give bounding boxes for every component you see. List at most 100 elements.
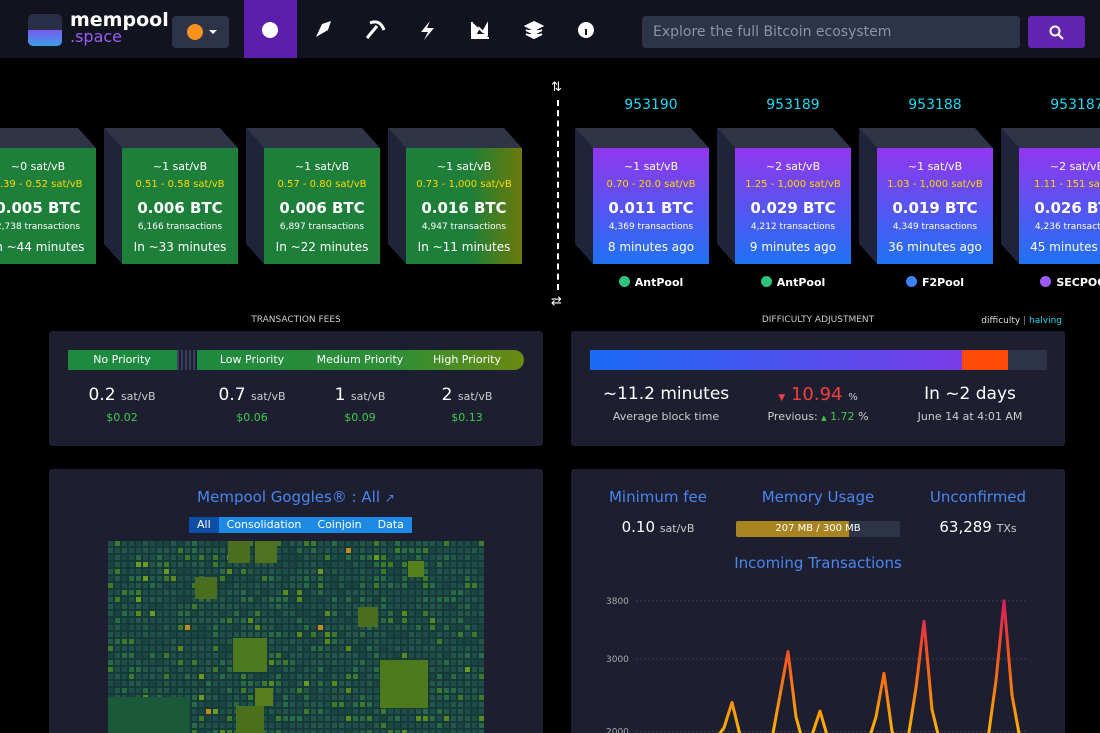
tx-cell — [318, 702, 323, 707]
block-height[interactable]: 953189 — [766, 97, 820, 113]
swap-arrow-top[interactable]: ⇅ — [551, 80, 562, 95]
tx-cell — [290, 555, 295, 560]
tx-cell — [325, 653, 330, 658]
tx-cell — [234, 618, 239, 623]
tx-block — [358, 607, 378, 627]
tx-cell — [395, 730, 400, 733]
tx-cell — [192, 618, 197, 623]
block[interactable]: ~2 sat/vB 1.11 - 151 sat/vB 0.026 BTC 4,236… — [1001, 128, 1100, 264]
tx-cell — [227, 646, 232, 651]
goggles-tab[interactable]: Consolidation — [218, 517, 310, 533]
block[interactable]: ~1 sat/vB 1.03 - 1,000 sat/vB 0.019 BTC 4,3… — [859, 128, 993, 264]
mining-icon[interactable] — [365, 20, 386, 39]
search-button[interactable] — [1028, 16, 1085, 48]
tx-cell — [311, 688, 316, 693]
tx-cell — [318, 590, 323, 595]
tx-cell — [458, 723, 463, 728]
tx-cell — [297, 625, 302, 630]
tx-cell — [241, 688, 246, 693]
layers-icon[interactable] — [523, 20, 545, 40]
min-fee: 0.10 sat/vB — [578, 518, 738, 536]
swap-arrow-bottom[interactable]: ⇄ — [551, 294, 562, 309]
tx-cell — [269, 674, 274, 679]
goggles-tabs: All Consolidation Coinjoin Data — [189, 517, 412, 533]
tx-cell — [395, 576, 400, 581]
tx-cell — [374, 562, 379, 567]
block[interactable]: ~1 sat/vB 0.51 - 0.58 sat/vB 0.006 BTC 6,16… — [104, 128, 238, 264]
tx-cell — [339, 541, 344, 546]
block[interactable]: ~1 sat/vB 0.73 - 1,000 sat/vB 0.016 BTC 4,9… — [388, 128, 522, 264]
goggles-title[interactable]: Mempool Goggles® : All ↗ — [49, 488, 543, 506]
pool[interactable]: AntPool — [735, 276, 851, 289]
tx-cell — [304, 541, 309, 546]
tx-cell — [458, 576, 463, 581]
tx-cell — [164, 639, 169, 644]
tx-cell — [150, 569, 155, 574]
tx-cell — [353, 674, 358, 679]
network-selector[interactable] — [172, 16, 229, 48]
block[interactable]: ~0 sat/vB 0.39 - 0.52 sat/vB 0.005 BTC 2,73… — [0, 128, 96, 264]
pool[interactable]: F2Pool — [877, 276, 993, 289]
tx-cell — [332, 569, 337, 574]
difficulty-link[interactable]: difficulty — [981, 316, 1021, 326]
graphs-icon[interactable] — [471, 21, 489, 39]
goggles-tab[interactable]: Data — [369, 517, 412, 533]
tx-cell — [297, 639, 302, 644]
dashboard-icon[interactable] — [262, 22, 278, 38]
lightning-icon[interactable] — [421, 21, 434, 40]
tx-cell — [290, 702, 295, 707]
block-face: ~1 sat/vB 1.03 - 1,000 sat/vB 0.019 BTC 4,3… — [877, 148, 993, 264]
tx-cell — [297, 660, 302, 665]
tx-cell — [269, 709, 274, 714]
block[interactable]: ~1 sat/vB 0.57 - 0.80 sat/vB 0.006 BTC 6,89… — [246, 128, 380, 264]
tx-cell — [367, 709, 372, 714]
tx-cell — [451, 576, 456, 581]
rocket-icon[interactable] — [316, 21, 331, 37]
block-fee: ~1 sat/vB — [152, 160, 208, 173]
tx-cell — [276, 646, 281, 651]
tx-cell — [206, 730, 211, 733]
goggles-tab[interactable]: All — [189, 517, 219, 533]
tx-cell — [367, 548, 372, 553]
tx-cell — [374, 716, 379, 721]
tx-cell — [290, 730, 295, 733]
tx-cell — [297, 695, 302, 700]
tx-cell — [332, 590, 337, 595]
tx-cell — [325, 625, 330, 630]
tx-cell — [304, 730, 309, 733]
tx-cell — [465, 569, 470, 574]
goggles-tab[interactable]: Coinjoin — [309, 517, 370, 533]
tx-cell — [192, 667, 197, 672]
block[interactable]: ~2 sat/vB 1.25 - 1,000 sat/vB 0.029 BTC 4,2… — [717, 128, 851, 264]
tx-cell — [472, 667, 477, 672]
pool[interactable]: SECPOOL — [1019, 276, 1100, 289]
block-height[interactable]: 953190 — [624, 97, 678, 113]
halving-link[interactable]: halving — [1029, 316, 1062, 326]
block-height[interactable]: 953187 — [1050, 97, 1100, 113]
block[interactable]: ~1 sat/vB 0.70 - 20.0 sat/vB 0.011 BTC 4,36… — [575, 128, 709, 264]
tx-cell — [129, 583, 134, 588]
tx-cell — [227, 681, 232, 686]
block-fee-range: 1.11 - 151 sat/vB — [1034, 179, 1100, 190]
goggles-title-text: Mempool Goggles® : All — [197, 488, 380, 506]
tx-cell — [297, 646, 302, 651]
tx-cell — [318, 569, 323, 574]
tx-cell — [325, 576, 330, 581]
pool[interactable]: AntPool — [593, 276, 709, 289]
block-height[interactable]: 953188 — [908, 97, 962, 113]
tx-cell — [269, 632, 274, 637]
tx-cell — [108, 583, 113, 588]
tx-cell — [143, 541, 148, 546]
tx-cell — [451, 604, 456, 609]
tx-cell — [339, 660, 344, 665]
tx-cell — [318, 688, 323, 693]
tx-cell — [423, 639, 428, 644]
search-input[interactable]: Explore the full Bitcoin ecosystem — [642, 16, 1020, 48]
tx-cell — [283, 632, 288, 637]
tx-cell — [423, 569, 428, 574]
tx-cell — [479, 674, 484, 679]
tx-cell — [479, 716, 484, 721]
tx-cell — [157, 625, 162, 630]
block-top — [104, 128, 238, 148]
tx-cell — [472, 597, 477, 602]
